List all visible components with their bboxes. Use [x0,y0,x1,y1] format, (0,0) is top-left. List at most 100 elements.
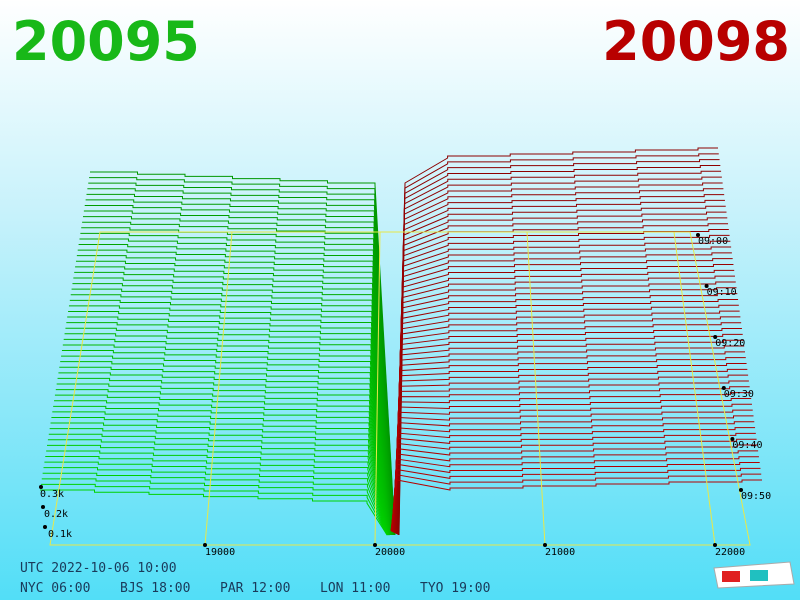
ask-depth-line [396,211,727,535]
bid-depth-line [44,461,389,536]
bid-depth-line [57,377,391,536]
ask-depth-line [393,374,749,533]
ask-depth-line [392,392,751,533]
ask-depth-line [392,386,750,533]
ask-depth-line [392,397,752,533]
ask-depth-line [393,339,744,533]
ask-depth-line [392,403,752,532]
ask-depth-line [395,287,737,534]
bid-depth-line [89,177,396,536]
bid-depth-line [68,305,393,536]
bid-depth-line [62,344,392,536]
ask-depth-line [394,322,742,533]
bid-depth-line [63,338,392,536]
tick-dot [713,335,718,339]
tick-dot [713,543,717,547]
ask-depth-line [397,199,725,535]
cyan-lens [750,570,768,581]
red-lens [722,571,740,582]
ask-depth-line [397,188,724,535]
bid-depth-line [47,439,389,536]
3d-glasses-icon [713,561,795,589]
ask-depth-line [395,252,732,534]
axis-labels: 19000 20000 21000 22000 0.3k 0.2k 0.1k 09:00 09:… [39,233,771,558]
ask-depth-line [393,351,746,533]
bid-depth-line [48,433,389,536]
ask-depth-line [391,421,755,532]
bid-depth-line [70,294,393,536]
city-time: BJS 18:00 [120,581,190,596]
utc-time: UTC 2022-10-06 10:00 [20,561,177,576]
price-label: 22000 [715,547,745,558]
bid-depth-line [75,260,394,536]
bid-depth-line [51,416,390,536]
bid-depth-line [72,283,393,536]
bid-depth-line [79,238,394,536]
ask-depth-line [391,450,759,532]
bid-depth-line [90,171,396,536]
ask-depth-line [391,444,758,532]
ask-depth-line [396,234,730,534]
bid-depth-line [56,383,391,536]
tick-dot [739,488,743,492]
tick-dot [730,437,735,441]
bid-price: 20095 [12,10,200,73]
bid-depth-line [78,244,394,536]
ask-depth-line [394,310,740,534]
ask-depth-line [396,223,729,535]
ask-depth-line [390,473,762,532]
bid-depth-line [74,271,393,536]
floor-grid [49,231,751,546]
ask-depth-line [390,479,762,532]
bid-depth-line [49,428,390,536]
time-label: 09:30 [724,389,754,400]
ask-depth-line [392,409,753,532]
ask-depth-line [392,380,749,533]
bid-depth-line [58,372,391,536]
bid-depth-line [40,489,388,536]
bid-depth-line [61,350,392,536]
bid-depth-line [60,361,391,536]
ask-depth-line [394,316,741,533]
ask-depth-line [394,293,738,534]
time-label: 09:40 [732,440,762,451]
city-time: LON 11:00 [320,581,390,596]
tick-dot [41,505,45,509]
time-label: 09:10 [707,287,737,298]
price-label: 20000 [375,547,405,558]
ask-depth-line [395,263,734,534]
volume-label: 0.2k [44,509,68,520]
tick-dot [543,543,547,547]
ask-depth-line [396,217,728,535]
bid-depth-line [66,322,392,536]
ask-depth-line [396,246,732,534]
grid-line [673,231,716,546]
ask-depth-line [391,456,759,532]
time-label: 09:20 [715,338,745,349]
bid-depth-line [75,266,394,536]
ask-depth-line [397,205,726,535]
bid-depth-line [80,232,394,536]
grid-line [374,231,381,546]
bid-depth-line [87,188,396,536]
ask-depth-line [398,153,719,535]
bid-depth-line [42,472,388,536]
bid-depth-line [53,405,390,536]
bid-depth-line [55,389,391,536]
bid-depth-line [73,277,393,536]
ask-depth-line [397,176,722,535]
bid-depth-line [41,478,388,536]
ask-depth-line [395,269,735,534]
grid-line [526,231,546,546]
city-times: NYC 06:00 BJS 18:00 PAR 12:00 LON 11:00 TYO … [20,581,490,596]
ask-depth-line [398,164,721,535]
bid-depth-line [82,221,395,536]
bid-depth-line [67,316,392,536]
ask-depth-line [393,345,745,533]
tick-dot [39,485,43,489]
ask-depth-line [396,229,729,535]
ask-depth-line [395,281,736,534]
ask-depth-line [398,159,720,535]
price-label: 19000 [205,547,235,558]
bid-depth-line [61,355,391,536]
